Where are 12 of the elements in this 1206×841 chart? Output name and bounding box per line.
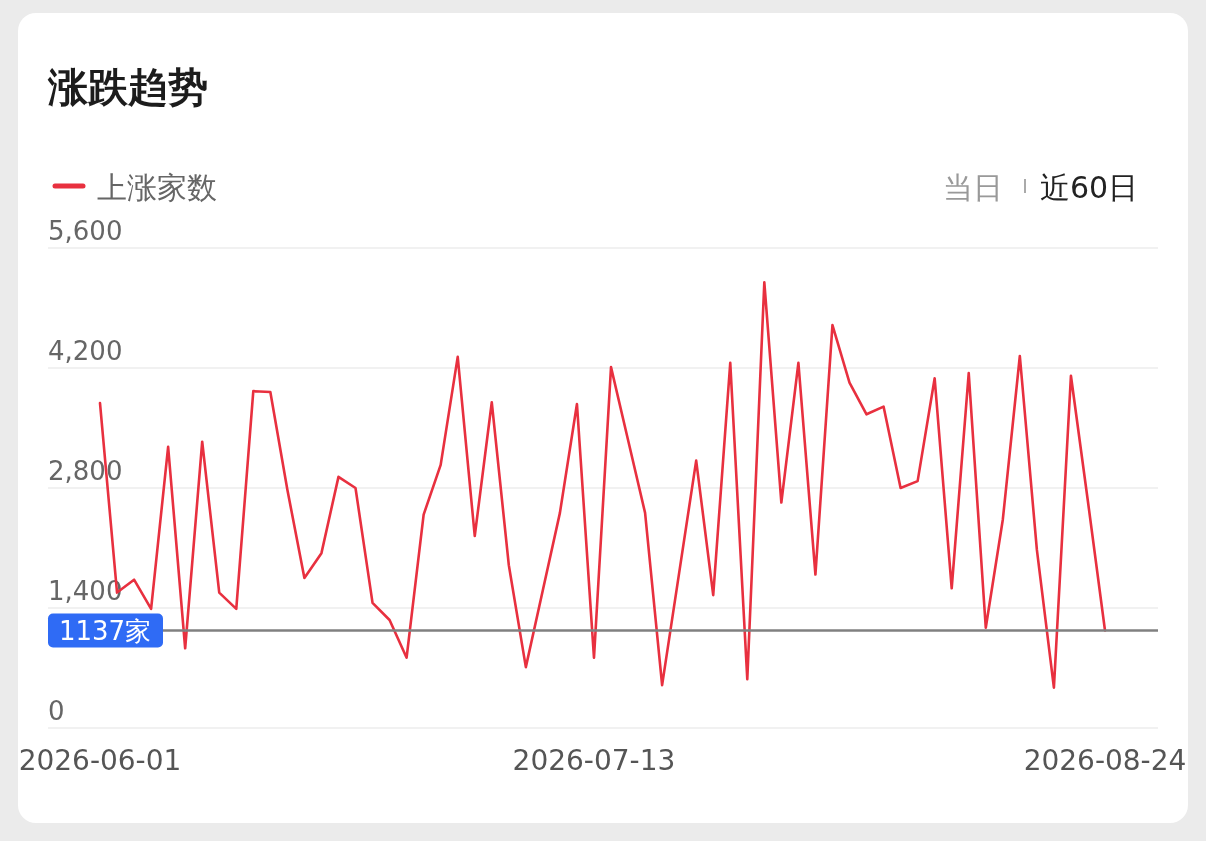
y-tick-label: 1,400 — [48, 576, 123, 606]
y-tick-label: 5,600 — [48, 216, 123, 246]
chart-title: 涨跌趋势 — [47, 64, 208, 110]
text: 近60日 — [1040, 170, 1139, 205]
x-tick-label: 2026-08-24 — [1023, 744, 1187, 777]
x-tick-label: 2026-06-01 — [18, 744, 182, 777]
y-tick-label: 4,200 — [48, 336, 123, 366]
y-tick-label: 0 — [48, 696, 65, 726]
x-tick-label: 2026-07-13 — [512, 744, 676, 777]
ref-line-label: 1137家 — [58, 615, 152, 646]
text: 当日 — [943, 170, 1003, 205]
legend-label: 上涨家数 — [97, 170, 217, 205]
